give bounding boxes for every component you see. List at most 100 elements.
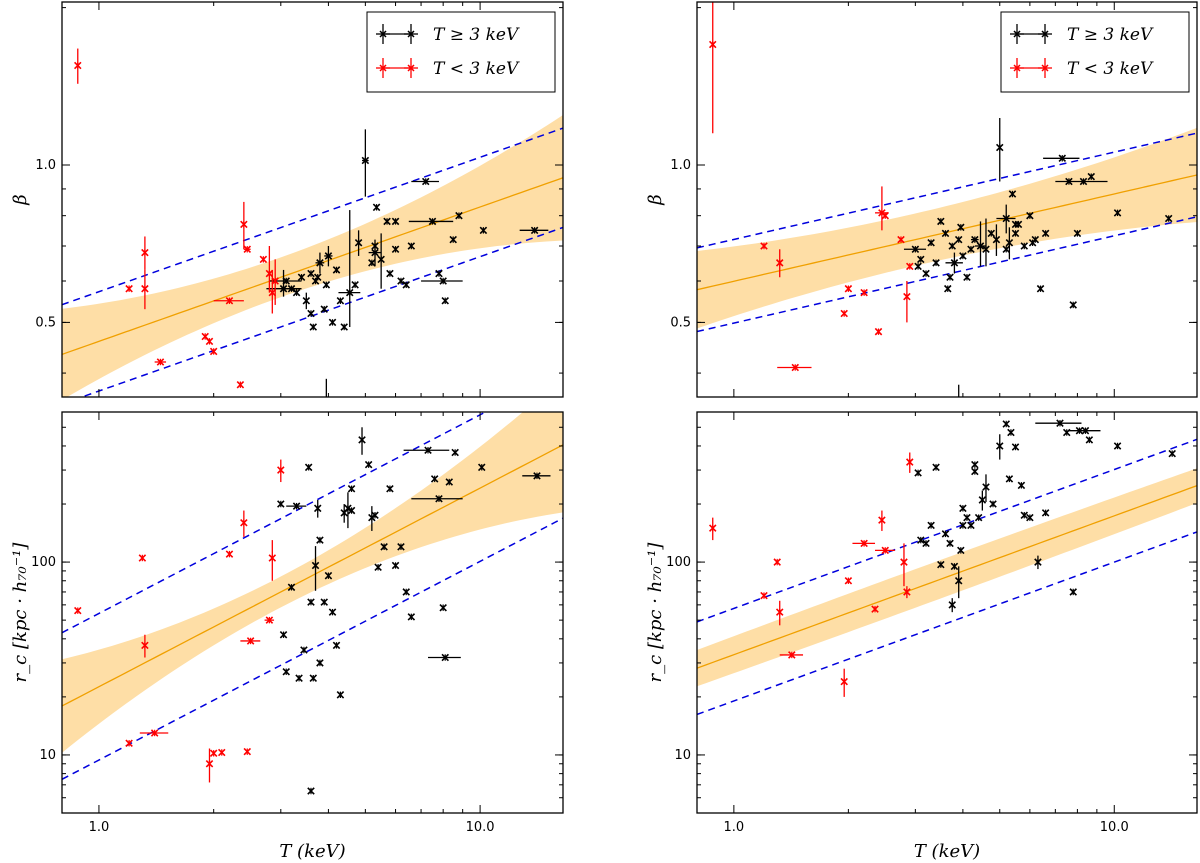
legend: T ≥ 3 keV T < 3 keV [1000, 11, 1190, 93]
data-point [950, 562, 959, 571]
data-point [74, 606, 82, 615]
scatter-upper-bound [697, 438, 1197, 623]
data-point [917, 255, 925, 264]
data-point [340, 323, 348, 331]
data-point [430, 475, 439, 483]
data-point [996, 204, 1016, 234]
data-point [1113, 209, 1122, 217]
data-point [943, 284, 952, 293]
data-point [407, 242, 416, 250]
data-point [1008, 190, 1017, 198]
data-point [383, 217, 391, 226]
fit-line [62, 444, 563, 707]
x-tick-label: 10.0 [466, 820, 495, 835]
scatter-lower-bound [62, 517, 563, 780]
data-point [240, 637, 261, 645]
fit-line [62, 177, 563, 355]
x-tick-label: 10.0 [1100, 820, 1129, 835]
data-point [948, 242, 956, 250]
data-point [205, 337, 214, 346]
data-point [982, 218, 990, 267]
y-axis-label: r_c [kpc · h₇₀⁻¹] [645, 542, 666, 683]
data-point [313, 499, 322, 518]
confidence-band [62, 412, 563, 753]
data-point [874, 327, 883, 336]
data-point [932, 259, 940, 267]
series-hot [277, 427, 551, 795]
data-point [871, 605, 879, 613]
data-point [1113, 442, 1122, 450]
data-point [397, 277, 405, 285]
data-point [313, 273, 322, 282]
data-point [328, 608, 337, 616]
data-point [282, 667, 290, 676]
data-point [959, 504, 967, 513]
data-point [371, 242, 379, 250]
data-point [277, 500, 285, 508]
data-point [982, 474, 990, 502]
data-point [957, 223, 965, 232]
data-point [941, 530, 950, 538]
data-point [286, 502, 307, 510]
data-point [875, 546, 895, 555]
y-axis-label: r_c [kpc · h₇₀⁻¹] [10, 542, 31, 683]
y-tick-label: 1.0 [35, 158, 56, 173]
data-point [479, 226, 488, 235]
legend-marker [1010, 24, 1052, 44]
data-point [280, 284, 302, 293]
scatter-upper-bound [62, 412, 488, 634]
confidence-band [697, 127, 1197, 329]
data-point [316, 536, 324, 544]
data-point [760, 242, 768, 250]
data-point [477, 463, 486, 472]
plot-area [62, 412, 563, 795]
data-point [971, 467, 979, 476]
data-point [240, 201, 248, 250]
data-point [914, 469, 922, 477]
data-point [1087, 172, 1096, 181]
data-point [372, 203, 381, 212]
data-point [1164, 214, 1173, 223]
data-point [1026, 513, 1034, 522]
data-point [332, 266, 341, 274]
data-point [932, 463, 940, 472]
legend-label: T < 3 keV [433, 59, 520, 79]
data-point [1005, 475, 1014, 483]
data-point [779, 651, 804, 659]
data-point [974, 221, 986, 267]
data-point [441, 296, 449, 305]
data-point [354, 230, 363, 256]
data-point [852, 539, 876, 548]
legend-label: T ≥ 3 keV [433, 25, 520, 45]
data-point [959, 252, 967, 260]
data-point [917, 536, 925, 544]
data-point [411, 177, 439, 186]
data-point [927, 521, 935, 530]
data-point [268, 269, 277, 314]
data-point [945, 252, 963, 274]
series-cool [74, 459, 285, 783]
data-point [292, 288, 301, 297]
scatter-upper-bound [697, 132, 1197, 249]
data-point [1011, 229, 1020, 238]
data-point [970, 235, 979, 244]
data-point [338, 210, 361, 327]
data-point [522, 472, 551, 480]
data-point [271, 259, 279, 305]
data-point [860, 288, 868, 297]
data-point [1011, 443, 1020, 451]
data-point [328, 318, 337, 327]
data-point [243, 245, 252, 254]
data-point [844, 284, 853, 293]
scatter-lower-bound [697, 531, 1197, 716]
data-point [277, 459, 285, 483]
data-point [449, 235, 457, 244]
data-point [141, 634, 149, 658]
x-axis-label: T (keV) [279, 841, 345, 862]
data-point [958, 384, 960, 397]
data-point [760, 591, 768, 600]
data-point [364, 460, 373, 469]
data-point [1007, 428, 1015, 437]
data-point [386, 269, 394, 278]
